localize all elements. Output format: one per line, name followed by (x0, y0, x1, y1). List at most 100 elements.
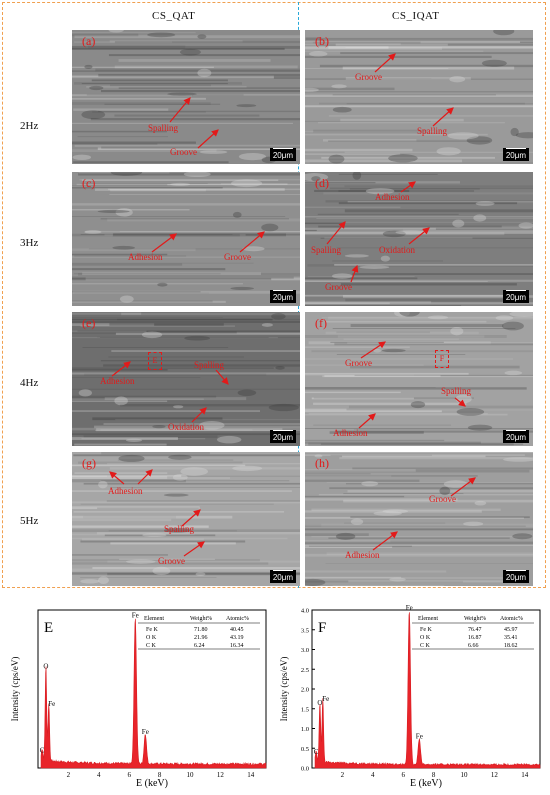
annotation-adhesion: Adhesion (345, 550, 380, 560)
panel-letter-h: (h) (315, 456, 329, 471)
peak-label: Fe (406, 604, 413, 612)
peak-label: Fe (48, 700, 55, 708)
panel-letter-g: (g) (82, 456, 96, 471)
y-tick-label: 1.0 (301, 726, 309, 733)
table-cell: 43.19 (230, 635, 244, 641)
annotation-oxidation: Oxidation (168, 422, 204, 432)
table-header: Weight% (464, 616, 486, 622)
scale-bar: 20μm (503, 290, 529, 304)
x-tick-label: 4 (97, 771, 101, 779)
y-tick-label: 4.0 (301, 608, 309, 615)
peak-label: C (40, 746, 45, 754)
table-header: Weight% (190, 616, 212, 622)
table-header: Atomic% (500, 616, 523, 622)
sem-panel-g: (g) Adhesion Spalling Groove 20μm (72, 452, 300, 586)
sem-panel-c: (c) Adhesion Groove 20μm (72, 172, 300, 306)
y-tick-label: 2.5 (301, 667, 309, 674)
table-cell: 6.66 (468, 643, 479, 649)
x-tick-label: 6 (401, 771, 405, 779)
x-tick-label: 12 (217, 771, 225, 779)
annotation-oxidation: Oxidation (379, 245, 415, 255)
table-cell: 35.41 (504, 635, 518, 641)
row-label-3hz: 3Hz (20, 237, 38, 249)
panel-letter-a: (a) (82, 34, 95, 49)
sem-panel-a: (a) Spalling Groove 20μm (72, 30, 300, 164)
table-header: Atomic% (226, 616, 249, 622)
annotation-groove: Groove (355, 72, 382, 82)
panel-letter-e: (e) (82, 316, 95, 331)
x-tick-label: 10 (187, 771, 195, 779)
table-cell: 76.47 (468, 627, 482, 633)
x-tick-label: 2 (67, 771, 71, 779)
annotation-spalling: Spalling (441, 386, 471, 396)
sem-panel-f: (f) F Groove Spalling Adhesion 20μm (305, 312, 533, 446)
peak-label: Fe (142, 728, 149, 736)
table-cell: C K (146, 643, 157, 649)
y-axis-label: Intensity (cps/eV) (10, 657, 20, 722)
panel-letter-c: (c) (82, 176, 95, 191)
x-tick-label: 14 (247, 771, 255, 779)
annotation-spalling: Spalling (164, 524, 194, 534)
scale-bar: 20μm (270, 290, 296, 304)
scale-bar: 20μm (503, 430, 529, 444)
annotation-adhesion: Adhesion (108, 486, 143, 496)
panel-letter-b: (b) (315, 34, 329, 49)
table-cell: O K (420, 635, 431, 641)
table-cell: 21.96 (194, 635, 208, 641)
eds-region-f-marker: F (435, 350, 449, 368)
eds-region-e-marker: E (148, 352, 162, 370)
scale-bar: 20μm (270, 148, 296, 162)
table-cell: 40.45 (230, 627, 244, 633)
x-tick-label: 12 (491, 771, 499, 779)
table-header: Element (144, 616, 164, 622)
scale-bar: 20μm (270, 570, 296, 584)
x-tick-label: 14 (521, 771, 529, 779)
row-label-5hz: 5Hz (20, 515, 38, 527)
plot-area (38, 610, 266, 768)
x-tick-label: 4 (371, 771, 375, 779)
peak-label: O (43, 663, 48, 671)
panel-letter-f: (f) (315, 316, 327, 331)
peak-label: Fe (132, 612, 139, 620)
sem-panel-e: (e) E Adhesion Spalling Oxidation 20μm (72, 312, 300, 446)
peak-label: Fe (416, 732, 423, 740)
annotation-spalling: Spalling (311, 245, 341, 255)
y-tick-label: 0.5 (301, 746, 309, 753)
annotation-adhesion: Adhesion (100, 376, 135, 386)
chart-panel-label: E (44, 620, 53, 636)
annotation-groove: Groove (170, 147, 197, 157)
annotation-adhesion: Adhesion (333, 428, 368, 438)
annotation-adhesion: Adhesion (375, 192, 410, 202)
plot-area (312, 610, 540, 768)
table-cell: 16.34 (230, 643, 244, 649)
column-title-qat: CS_QAT (152, 10, 195, 22)
annotation-groove: Groove (224, 252, 251, 262)
x-tick-label: 6 (127, 771, 131, 779)
sem-panel-h: (h) Groove Adhesion 20μm (305, 452, 533, 586)
chart-panel-label: F (318, 620, 326, 636)
x-tick-label: 2 (341, 771, 345, 779)
annotation-adhesion: Adhesion (128, 252, 163, 262)
annotation-groove: Groove (345, 358, 372, 368)
table-cell: 16.87 (468, 635, 482, 641)
table-cell: 71.80 (194, 627, 208, 633)
table-cell: O K (146, 635, 157, 641)
table-cell: C K (420, 643, 431, 649)
annotation-spalling: Spalling (148, 123, 178, 133)
panel-letter-d: (d) (315, 176, 329, 191)
annotation-spalling: Spalling (417, 126, 447, 136)
scale-bar: 20μm (503, 570, 529, 584)
table-cell: Fe K (146, 627, 159, 633)
table-cell: 45.97 (504, 627, 518, 633)
table-cell: 6.24 (194, 643, 205, 649)
peak-label: Fe (322, 695, 329, 703)
y-tick-label: 2.0 (301, 687, 309, 694)
row-label-4hz: 4Hz (20, 377, 38, 389)
y-tick-label: 3.5 (301, 627, 309, 634)
x-tick-label: 10 (461, 771, 469, 779)
x-axis-label: E (keV) (136, 778, 168, 789)
sem-panel-b: (b) Groove Spalling 20μm (305, 30, 533, 164)
